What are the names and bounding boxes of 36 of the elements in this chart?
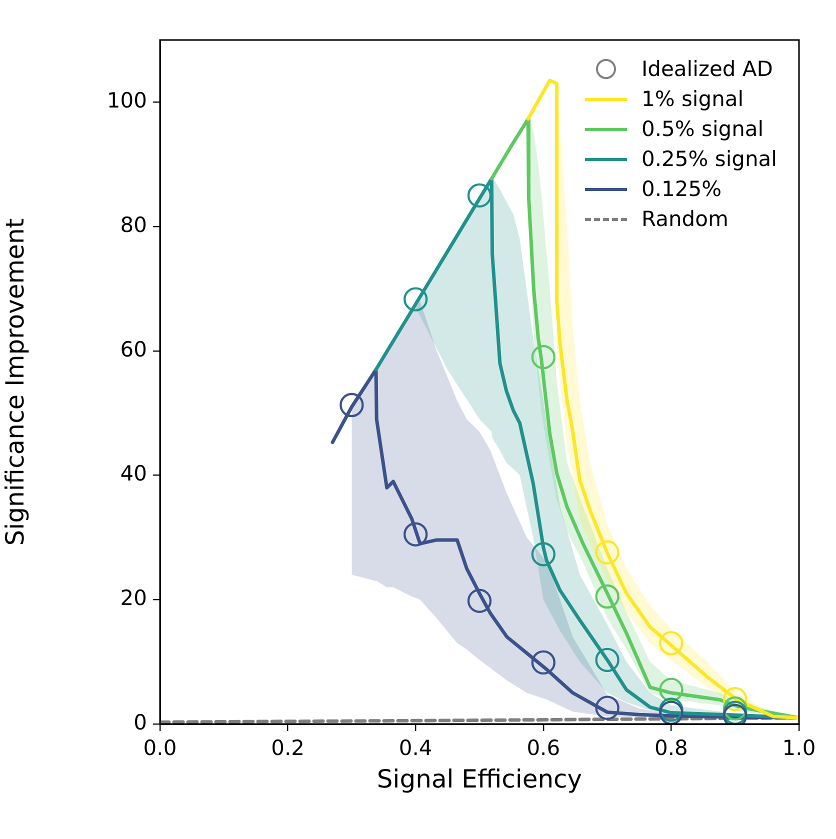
legend-label: Random	[641, 206, 728, 233]
point	[467, 183, 492, 208]
point	[659, 678, 684, 702]
point	[723, 696, 748, 721]
point	[404, 287, 428, 312]
x-tick-label: 0.6	[526, 736, 560, 760]
point	[723, 687, 748, 712]
x-tick-label: 0.8	[654, 736, 688, 760]
point	[595, 540, 620, 564]
legend-label: 0.125%	[641, 176, 722, 203]
y-tick-label: 20	[120, 586, 147, 610]
y-tick-label: 0	[134, 710, 147, 734]
legend-label: 0.25% signal	[641, 146, 777, 173]
point	[531, 542, 556, 566]
y-tick-label: 80	[120, 213, 147, 237]
point	[595, 648, 620, 672]
y-tick-label: 60	[120, 337, 147, 362]
x-axis-title: Signal Efficiency	[376, 764, 582, 794]
x-tick-label: 0.2	[271, 736, 305, 760]
point	[404, 522, 428, 546]
point	[340, 392, 364, 418]
y-tick-label: 100	[106, 88, 147, 113]
annotation: Idealized AD	[641, 56, 773, 83]
x-tick-label: 0.4	[398, 736, 432, 760]
point	[659, 631, 684, 656]
point	[531, 650, 556, 675]
y-tick-label: 40	[120, 462, 147, 486]
x-tick-label: 1.0	[782, 736, 816, 760]
x-tick-label: 0.0	[143, 736, 177, 760]
point	[595, 696, 620, 720]
point	[595, 584, 620, 609]
point	[467, 588, 492, 613]
legend-label: 1% signal	[641, 86, 744, 113]
y-axis-title: Significance Improvement	[0, 218, 30, 546]
legend-label: 0.5% signal	[641, 116, 764, 143]
point	[531, 345, 556, 370]
